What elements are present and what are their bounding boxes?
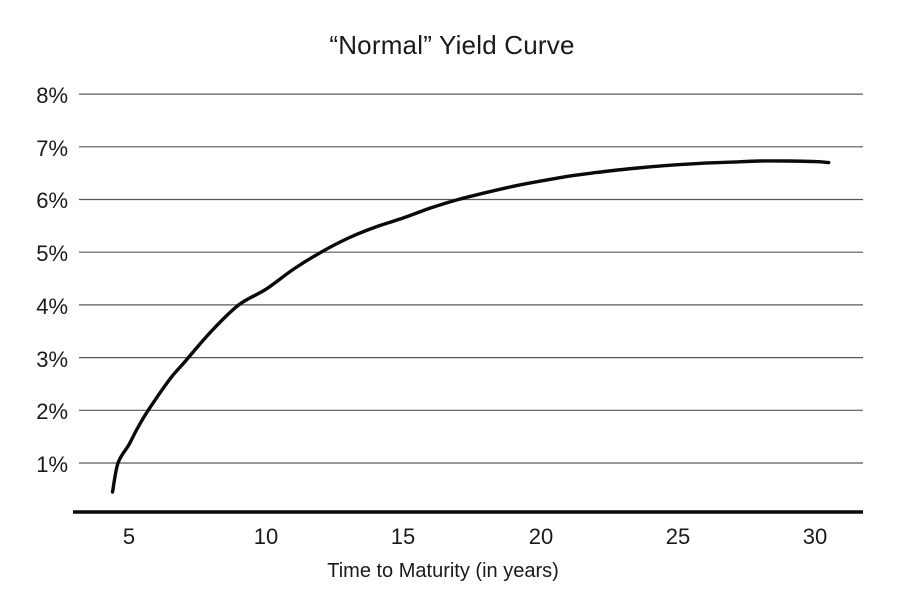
y-tick-label: 1% xyxy=(36,452,68,477)
y-tick-label: 8% xyxy=(36,83,68,108)
x-tick-label: 10 xyxy=(253,524,279,549)
chart-title: “Normal” Yield Curve xyxy=(329,30,575,60)
horizontal-gridlines xyxy=(79,93,863,464)
y-tick-label: 3% xyxy=(36,347,68,372)
y-tick-label: 7% xyxy=(36,136,68,161)
x-tick-label: 25 xyxy=(665,524,691,549)
y-tick-label: 4% xyxy=(36,294,68,319)
yield-curve-line xyxy=(110,159,831,494)
x-tick-label: 5 xyxy=(122,524,136,549)
y-tick-label: 5% xyxy=(36,241,68,266)
x-axis-title: Time to Maturity (in years) xyxy=(327,560,559,582)
y-tick-label: 6% xyxy=(36,188,68,213)
x-tick-label: 15 xyxy=(390,524,416,549)
x-tick-label: 30 xyxy=(802,524,828,549)
x-tick-label: 20 xyxy=(528,524,554,549)
y-tick-label: 2% xyxy=(36,399,68,424)
